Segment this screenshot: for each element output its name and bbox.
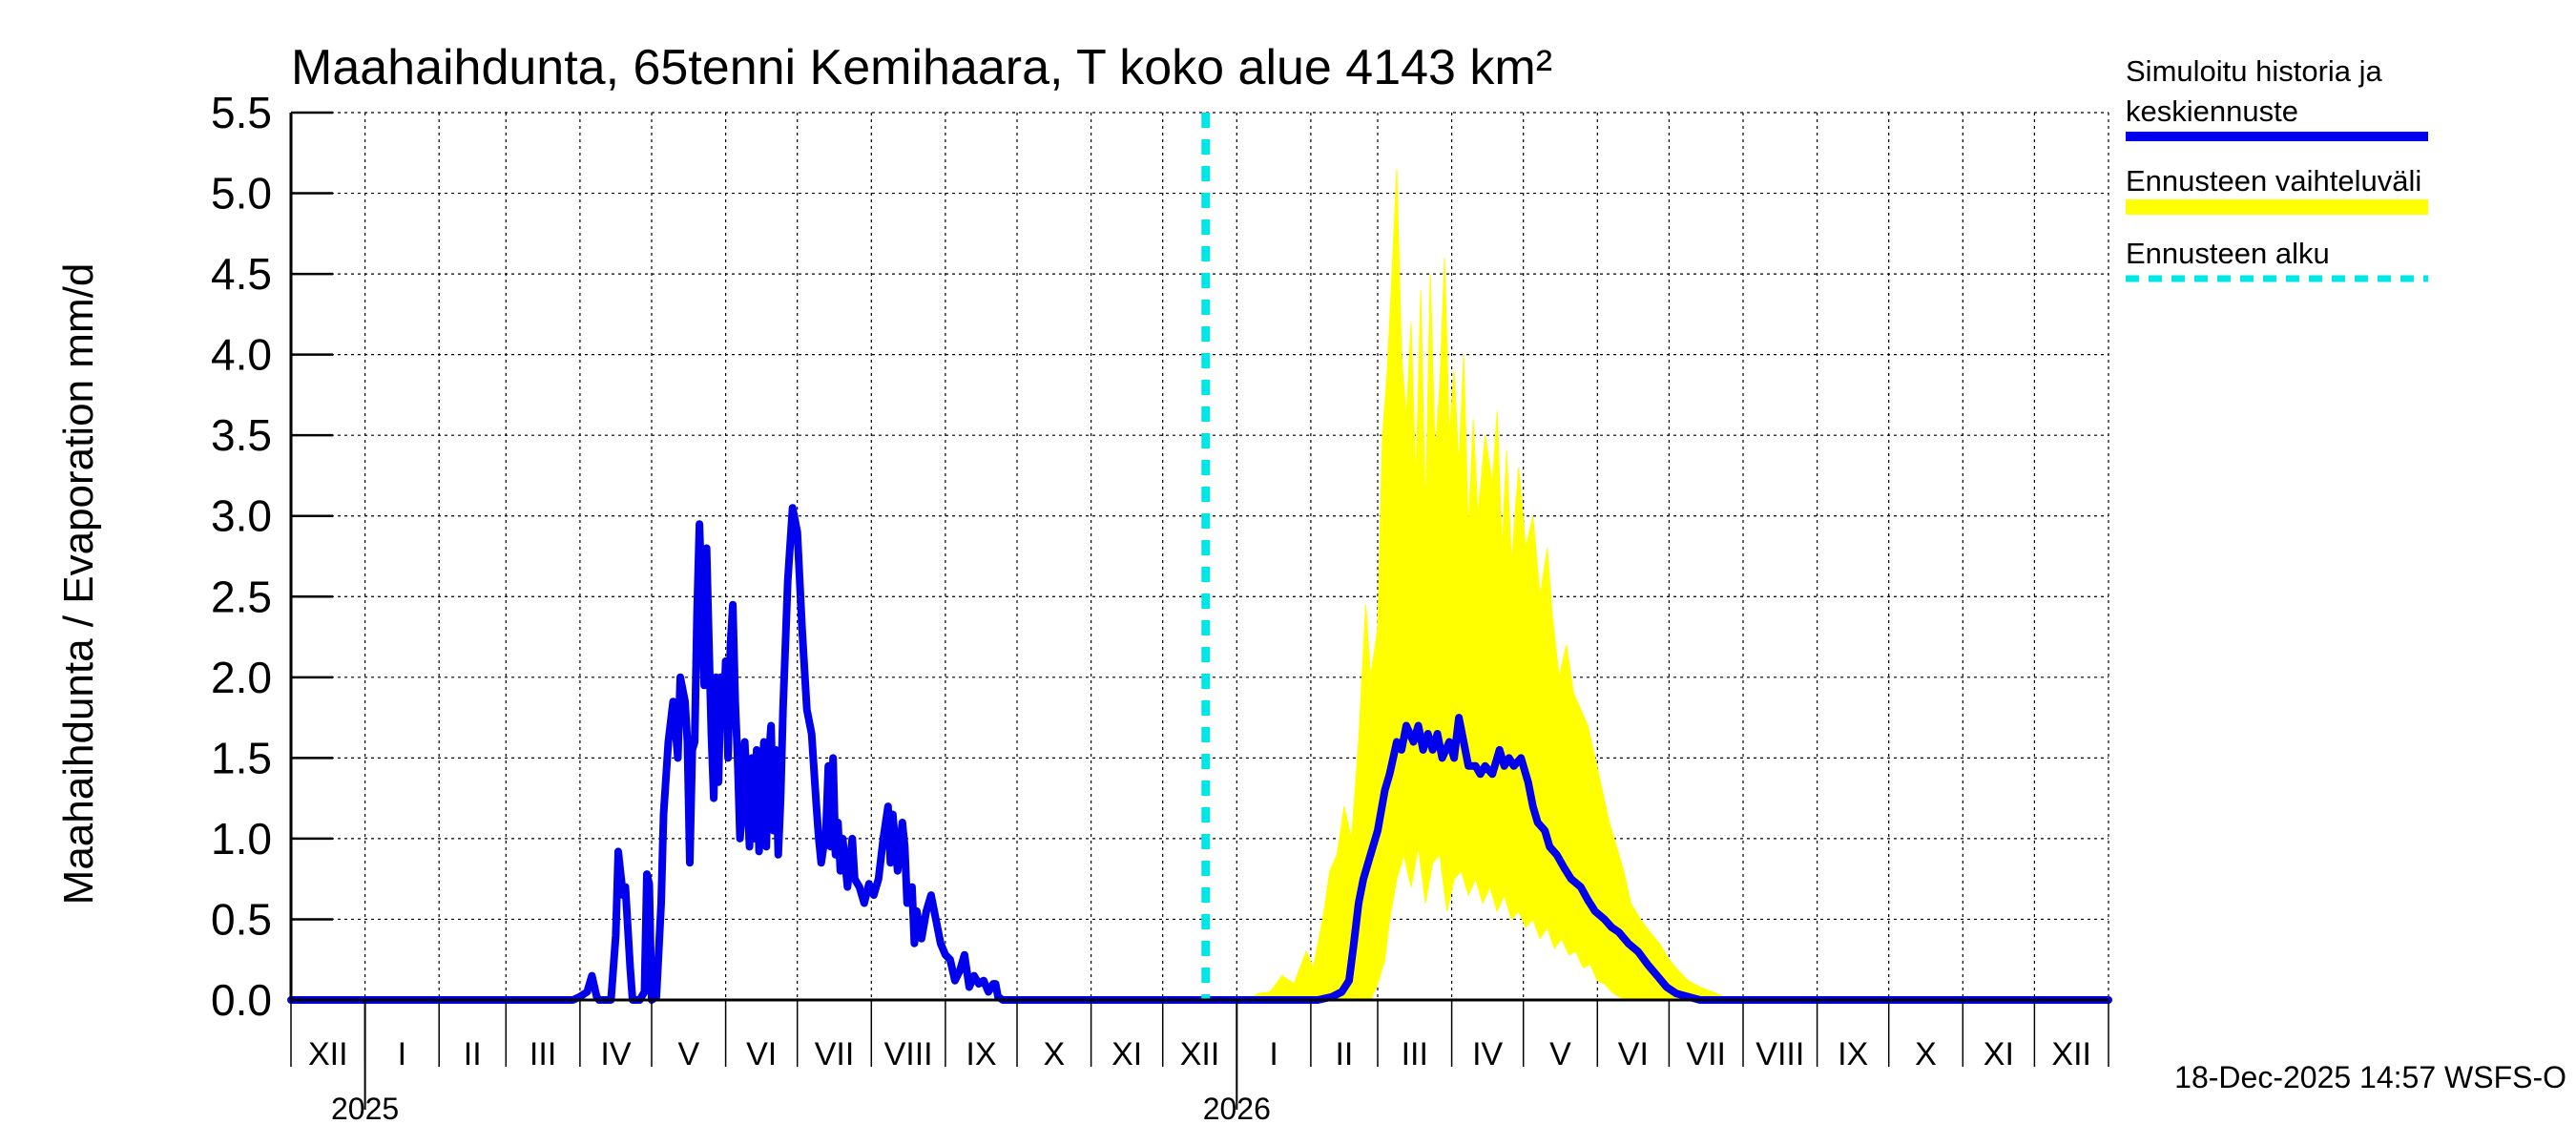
x-month-label: I bbox=[1269, 1036, 1278, 1072]
y-tick-label: 1.5 bbox=[211, 733, 272, 782]
x-month-labels: XII I II III IV V VI VII VIII IX X XI XII I II III IV V VI… bbox=[308, 1036, 2091, 1126]
x-month-label: IV bbox=[600, 1036, 631, 1072]
forecast-range-band bbox=[1205, 169, 1749, 1001]
x-month-label: III bbox=[530, 1036, 556, 1072]
chart-title: Maahaihdunta, 65tenni Kemihaara, T koko … bbox=[291, 40, 1552, 95]
x-month-label: VII bbox=[1686, 1036, 1726, 1072]
x-month-label: II bbox=[464, 1036, 482, 1072]
x-month-label: XII bbox=[308, 1036, 348, 1072]
x-month-label: VI bbox=[1618, 1036, 1649, 1072]
x-month-label: I bbox=[398, 1036, 406, 1072]
y-tick-label: 4.5 bbox=[211, 249, 272, 299]
y-tick-label: 3.5 bbox=[211, 410, 272, 460]
forecast-range-band-layer bbox=[1205, 169, 1749, 1001]
legend-label-history-line1: Simuloitu historia ja bbox=[2126, 54, 2383, 88]
x-month-label: V bbox=[1549, 1036, 1571, 1072]
x-month-label: III bbox=[1402, 1036, 1428, 1072]
y-tick-label: 5.0 bbox=[211, 169, 272, 219]
y-tick-label: 2.0 bbox=[211, 653, 272, 702]
x-month-label: IV bbox=[1472, 1036, 1503, 1072]
series-line-median bbox=[287, 504, 2112, 1004]
x-month-label: VIII bbox=[884, 1036, 933, 1072]
x-month-label: IX bbox=[1838, 1036, 1868, 1072]
y-tick-label: 4.0 bbox=[211, 330, 272, 380]
x-year-label: 2025 bbox=[331, 1092, 399, 1126]
y-tick-label: 1.0 bbox=[211, 814, 272, 864]
x-month-label: XII bbox=[1180, 1036, 1220, 1072]
y-tick-label: 0.0 bbox=[211, 975, 272, 1025]
legend-label-forecast-start: Ennusteen alku bbox=[2126, 237, 2330, 270]
x-year-label: 2026 bbox=[1203, 1092, 1271, 1126]
y-axis-label: Maahaihdunta / Evaporation mm/d bbox=[55, 263, 102, 906]
x-month-label: VI bbox=[746, 1036, 777, 1072]
y-tick-label: 3.0 bbox=[211, 491, 272, 541]
x-month-label: VII bbox=[815, 1036, 855, 1072]
legend-label-range: Ennusteen vaihteluväli bbox=[2126, 164, 2421, 198]
legend-label-history-line2: keskiennuste bbox=[2126, 94, 2298, 128]
axes-layer bbox=[289, 111, 2109, 1110]
legend: Simuloitu historia ja keskiennuste Ennus… bbox=[2126, 54, 2428, 282]
x-month-label: V bbox=[677, 1036, 699, 1072]
x-month-label: X bbox=[1043, 1036, 1065, 1072]
x-month-label: VIII bbox=[1755, 1036, 1804, 1072]
x-month-label: IX bbox=[966, 1036, 996, 1072]
timestamp-footer: 18-Dec-2025 14:57 WSFS-O bbox=[2174, 1060, 2566, 1094]
y-tick-label: 0.5 bbox=[211, 894, 272, 944]
y-tick-label: 2.5 bbox=[211, 572, 272, 621]
x-month-label: X bbox=[1915, 1036, 1937, 1072]
x-month-label: XI bbox=[1111, 1036, 1142, 1072]
y-tick-label: 5.5 bbox=[211, 88, 272, 137]
x-month-label: XI bbox=[1984, 1036, 2014, 1072]
x-month-label: II bbox=[1335, 1036, 1353, 1072]
series-layer bbox=[287, 504, 2112, 1004]
y-tick-labels: 0.0 0.5 1.0 1.5 2.0 2.5 3.0 3.5 4.0 4.5 5.0 5.5 bbox=[211, 88, 272, 1025]
x-month-label: XII bbox=[2051, 1036, 2091, 1072]
